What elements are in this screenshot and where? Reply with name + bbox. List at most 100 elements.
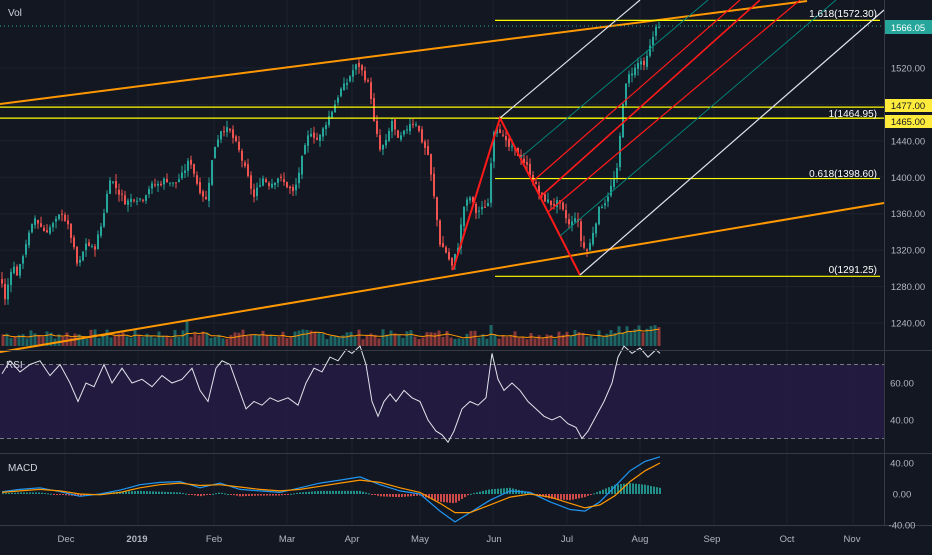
volume-bar (461, 339, 465, 346)
macd-histogram (2, 483, 661, 504)
macd-hist-bar (233, 494, 235, 496)
candle-body (286, 181, 288, 188)
macd-hist-bar (542, 494, 544, 497)
drawing-tools-layer[interactable] (0, 0, 885, 353)
macd-hist-bar (83, 494, 85, 496)
candle-body (394, 119, 396, 130)
volume-bar (241, 329, 245, 346)
candle-body (343, 83, 345, 91)
macd-hist-bar (413, 494, 415, 497)
candle-body (28, 232, 30, 246)
macd-hist-bar (203, 494, 205, 496)
time-axis[interactable]: Dec 2019 Feb Mar Apr May Jun Jul Aug Sep Oct Nov (58, 534, 861, 545)
macd-hist-bar (2, 493, 4, 495)
macd-hist-bar (65, 494, 67, 496)
volume-bar (369, 333, 373, 346)
candle-body (232, 129, 234, 138)
macd-hist-bar (467, 494, 469, 496)
volume-bar (317, 332, 321, 346)
macd-hist-bar (218, 492, 220, 494)
candle-body (418, 125, 420, 131)
candle-body (46, 230, 48, 233)
macd-hist-bar (332, 490, 334, 494)
pitchfork-inner-lower (559, 0, 837, 237)
volume-bar (353, 336, 357, 346)
volume-bar (397, 334, 401, 346)
price-tick-0: 1520.00 (891, 64, 925, 75)
candle-body (40, 223, 42, 227)
candle-body (88, 242, 90, 246)
rsi-axis[interactable]: 60.00 40.00 (890, 379, 914, 427)
candle-body (535, 181, 537, 184)
candle-body (238, 141, 240, 150)
macd-hist-bar (548, 494, 550, 499)
candle-body (604, 203, 606, 206)
candle-body (223, 131, 225, 133)
candle-body (100, 226, 102, 236)
candle-body (166, 178, 168, 183)
candle-body (283, 179, 285, 182)
candle-body (70, 223, 72, 238)
volume-bar (333, 335, 337, 346)
macd-hist-bar (365, 492, 367, 494)
volume-bar (537, 335, 541, 346)
volume-bar (13, 336, 17, 346)
time-label-10: Oct (780, 534, 795, 545)
candle-body (190, 159, 192, 165)
macd-hist-bar (284, 494, 286, 495)
volume-bar (65, 332, 69, 346)
macd-hist-bar (251, 494, 253, 496)
candle-body (544, 194, 546, 202)
volume-bar (237, 332, 241, 346)
candle-body (109, 180, 111, 194)
macd-hist-bar (638, 484, 640, 494)
candle-body (43, 227, 45, 232)
macd-hist-bar (641, 484, 643, 494)
candle-body (412, 123, 414, 125)
macd-hist-bar (194, 494, 196, 496)
volume-bar (413, 336, 417, 346)
candle-body (349, 76, 351, 82)
macd-hist-bar (560, 494, 562, 500)
candle-body (556, 200, 558, 207)
volume-bar (85, 338, 89, 346)
volume-bar (525, 339, 529, 346)
time-label-1: 2019 (126, 534, 147, 545)
macd-hist-bar (581, 494, 583, 498)
candle-body (589, 243, 591, 251)
macd-hist-bar (368, 493, 370, 495)
volume-bar (17, 334, 21, 346)
macd-hist-bar (260, 494, 262, 496)
candle-body (214, 146, 216, 159)
volume-bar (549, 335, 553, 346)
volume-bar (5, 333, 9, 346)
volume-bar (249, 334, 253, 346)
volume-bar (77, 334, 81, 346)
candle-body (613, 178, 615, 187)
macd-hist-bar (599, 490, 601, 494)
macd-hist-bar (314, 491, 316, 494)
candle-body (409, 124, 411, 132)
candle-body (442, 243, 444, 248)
volume-bar (29, 330, 33, 346)
macd-axis[interactable]: 40.00 0.00 -40.00 (889, 459, 916, 532)
macd-hist-bar (47, 493, 49, 495)
macd-hist-bar (506, 488, 508, 494)
volume-bar (421, 337, 425, 346)
candle-body (211, 160, 213, 185)
macd-hist-bar (161, 491, 163, 494)
volume-bar (81, 337, 85, 346)
candle-body (322, 128, 324, 137)
macd-hist-bar (77, 494, 79, 497)
candle-body (295, 184, 297, 191)
volume-bar (389, 330, 393, 346)
candle-body (373, 98, 375, 121)
macd-hist-bar (152, 491, 154, 494)
macd-hist-bar (257, 494, 259, 496)
volume-bar (601, 336, 605, 346)
volume-bar (617, 326, 621, 346)
candle-body (502, 134, 504, 136)
candle-body (439, 220, 441, 245)
